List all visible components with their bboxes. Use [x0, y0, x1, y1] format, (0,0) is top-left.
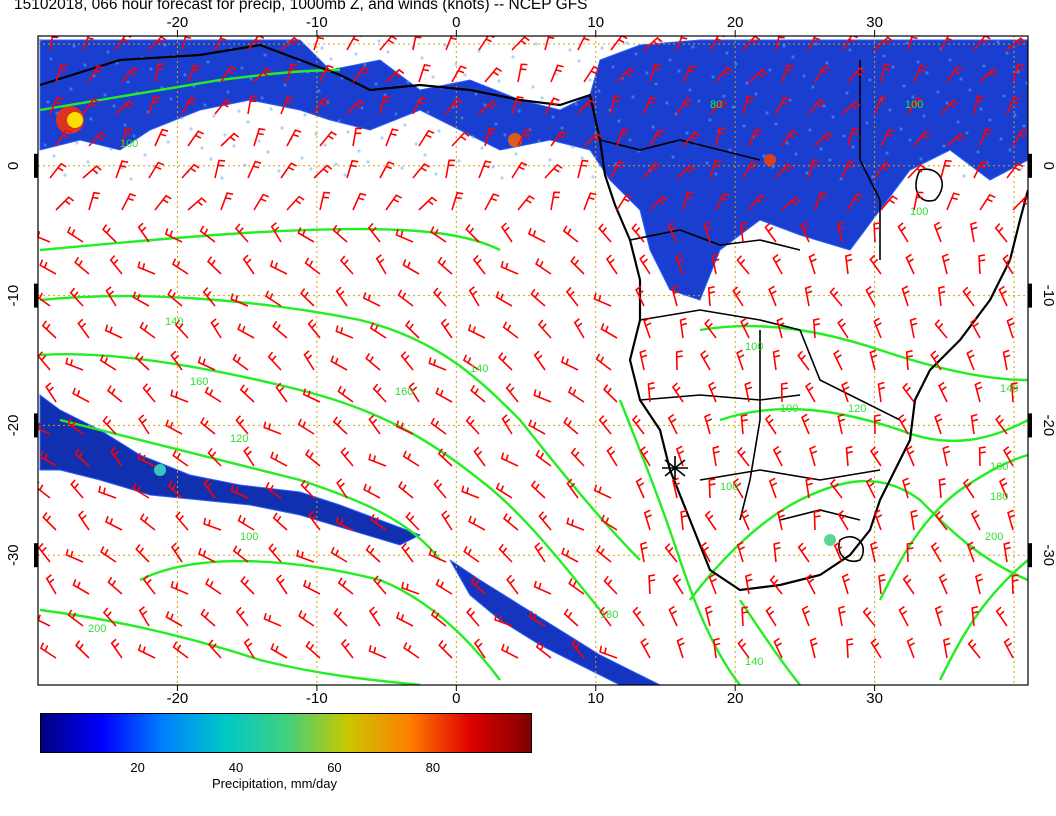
lat-tick-label: 0: [5, 162, 22, 170]
contour-level-label: 200: [88, 623, 106, 635]
lat-tick-label: -30: [5, 544, 22, 566]
colorbar-tick-label: 80: [425, 760, 441, 775]
lon-tick-label: -10: [306, 690, 328, 707]
lon-tick-label: 20: [727, 690, 744, 707]
precipitation-colorbar: [40, 713, 532, 753]
station-marker-icon: [662, 456, 688, 480]
contour-level-label: 120: [230, 433, 248, 445]
lon-tick-label-top: 0: [452, 14, 460, 31]
coastline-layer: [39, 43, 1028, 592]
contour-level-label: 140: [1000, 383, 1018, 395]
contour-labels: 140 160 140 160 120 100 200 100 80 100 100 120 100 10…: [88, 99, 1018, 668]
lon-tick-label-top: 20: [727, 14, 744, 31]
lat-tick-label: -10: [5, 285, 22, 307]
colorbar-tick-label: 20: [130, 760, 145, 775]
lon-tick-label-top: 10: [587, 14, 604, 31]
lat-tick-label-right: -30: [1040, 544, 1056, 566]
contour-level-label: 100: [905, 99, 923, 111]
contour-level-label: 180: [600, 609, 618, 621]
lat-tick-label-right: -20: [1040, 415, 1056, 437]
map-title: 15102018, 066 hour forecast for precip, …: [14, 0, 588, 13]
contour-level-label: 160: [395, 386, 413, 398]
colorbar-tick-label: 60: [327, 760, 342, 775]
contour-level-label: 200: [985, 531, 1003, 543]
lat-tick-label-right: -10: [1040, 285, 1056, 307]
contour-level-label: 100: [720, 481, 738, 493]
lon-tick-label-top: -10: [306, 14, 328, 31]
contour-level-label: 160: [990, 461, 1008, 473]
map-frame: [37, 35, 1029, 686]
contour-level-label: 140: [470, 363, 488, 375]
lon-tick-label: 0: [452, 690, 460, 707]
contour-level-label: 100: [780, 403, 798, 415]
lon-tick-label: 30: [866, 690, 883, 707]
wind-barbs-layer: [38, 36, 1028, 659]
contour-level-label: 100: [745, 341, 763, 353]
contour-level-label: 120: [848, 403, 866, 415]
lon-tick-label-top: 30: [866, 14, 883, 31]
contour-level-label: 100: [910, 206, 928, 218]
contour-level-label: 140: [165, 316, 183, 328]
contour-level-label: 180: [990, 491, 1008, 503]
lon-tick-label: -20: [167, 690, 189, 707]
axis-ticks: -20 -20 -10 -10 0 0 10 10 20 20 30 30 0 0 -10 -10 -20 -20…: [5, 14, 1056, 707]
lon-tick-label-top: -20: [167, 14, 189, 31]
lat-tick-label-right: 0: [1040, 162, 1056, 170]
lat-tick-label: -20: [5, 415, 22, 437]
contour-level-label: 100: [120, 138, 138, 150]
contour-level-label: 140: [745, 656, 763, 668]
lon-tick-label: 10: [587, 690, 604, 707]
colorbar-title: Precipitation, mm/day: [212, 776, 337, 791]
contour-level-label: 80: [710, 99, 722, 111]
colorbar-tick-label: 40: [228, 760, 244, 775]
contour-level-label: 100: [240, 531, 258, 543]
contour-level-label: 160: [190, 376, 208, 388]
